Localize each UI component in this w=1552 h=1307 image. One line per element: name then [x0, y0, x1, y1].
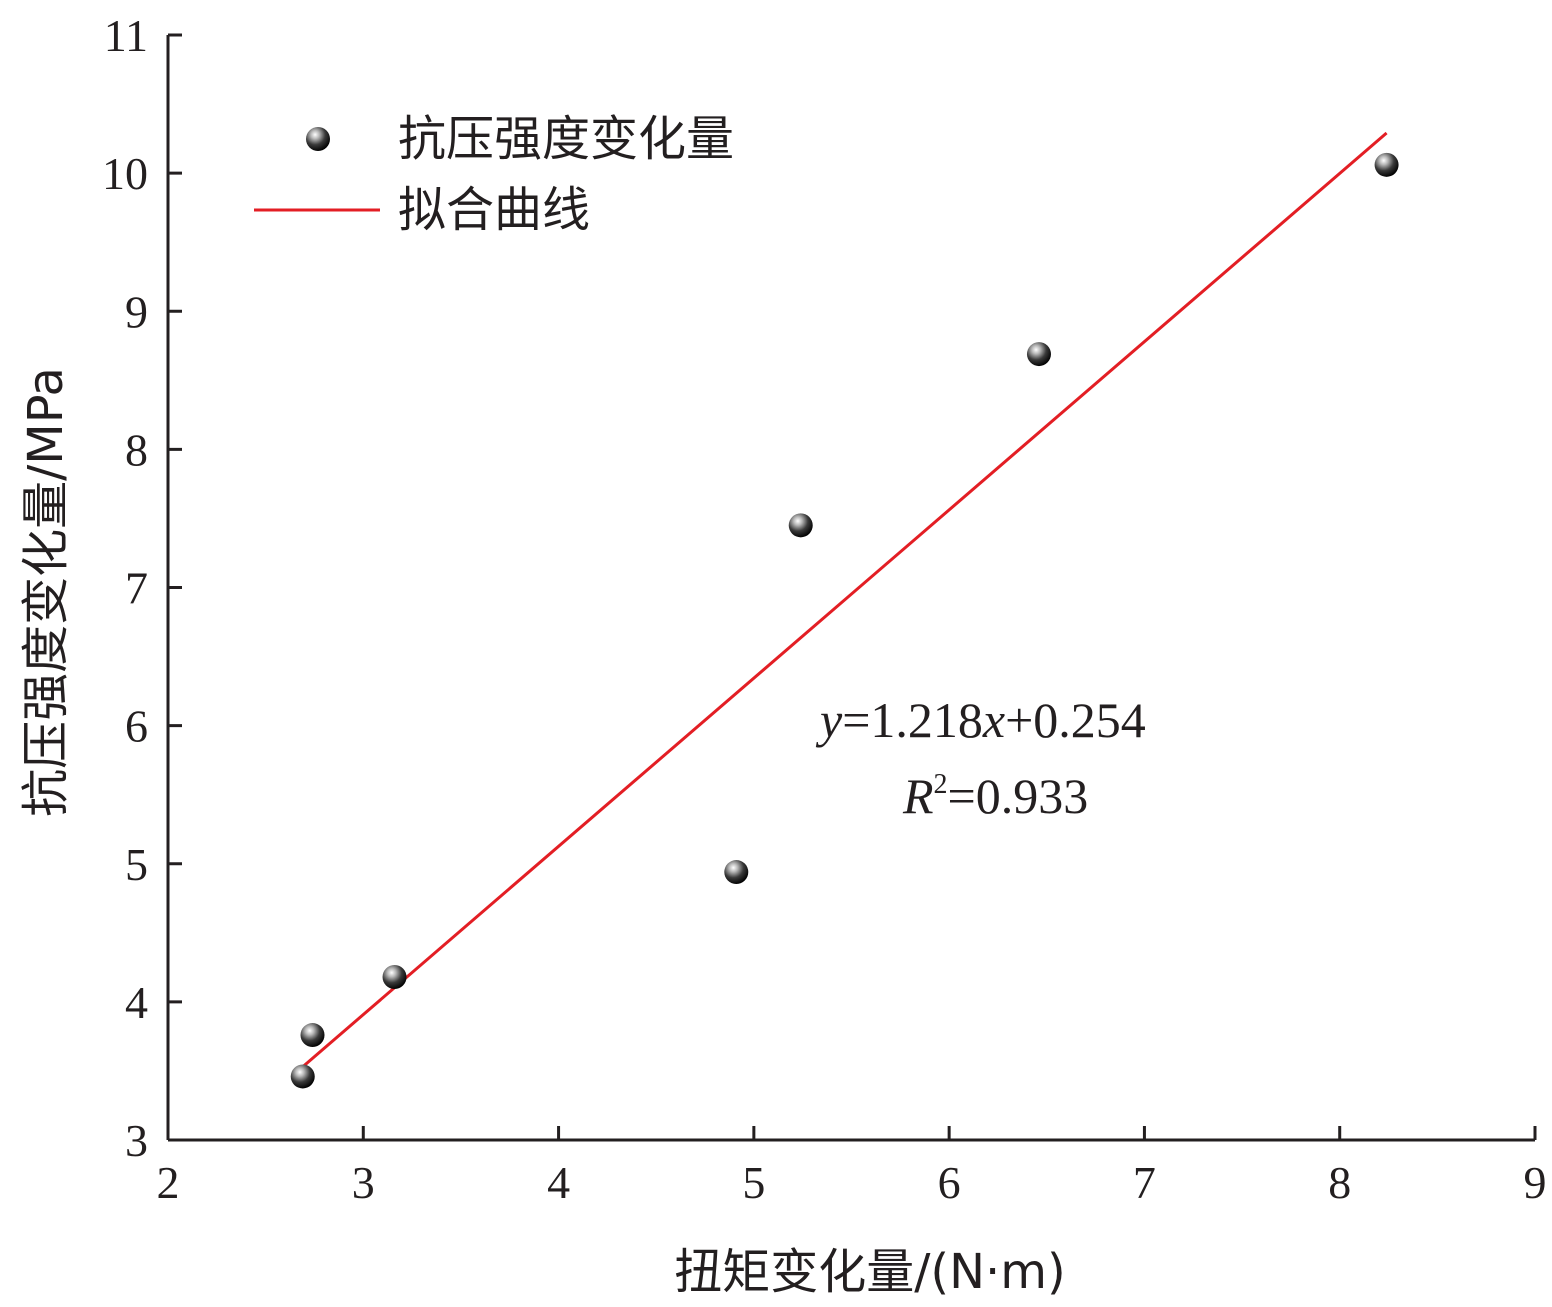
x-tick-label: 3 [352, 1157, 375, 1208]
legend: 抗压强度变化量 拟合曲线 [254, 111, 734, 238]
r-squared: R2=0.933 [902, 768, 1088, 824]
y-tick-label: 8 [125, 424, 148, 475]
x-tick-label: 5 [742, 1157, 765, 1208]
x-tick-label: 9 [1524, 1157, 1547, 1208]
x-ticks: 2 3 4 5 6 7 8 9 [157, 1126, 1547, 1208]
legend-label-fit: 拟合曲线 [398, 182, 590, 238]
data-point [1374, 152, 1399, 177]
y-tick-label: 4 [125, 977, 148, 1028]
data-point [290, 1064, 315, 1089]
r-value: =0.933 [948, 768, 1089, 824]
data-point [1026, 342, 1051, 367]
y-tick-label: 6 [125, 701, 148, 752]
x-tick-label: 8 [1328, 1157, 1351, 1208]
fit-line [301, 131, 1388, 1068]
x-tick-label: 4 [547, 1157, 570, 1208]
x-tick-label: 7 [1133, 1157, 1156, 1208]
y-ticks: 3 4 5 6 7 8 9 10 11 [102, 10, 182, 1166]
y-tick-label: 9 [125, 286, 148, 337]
y-axis-title: 抗压强度变化量/MPa [18, 367, 74, 817]
eq-tail: +0.254 [1005, 692, 1146, 748]
x-axis-title: 扭矩变化量/(N·m) [674, 1244, 1066, 1300]
y-tick-label: 10 [102, 148, 148, 199]
fit-line-layer [301, 131, 1388, 1068]
data-point [382, 965, 407, 990]
axes [166, 35, 1535, 1142]
y-tick-label: 5 [125, 839, 148, 890]
eq-mid: =1.218 [842, 692, 983, 748]
legend-label-scatter: 抗压强度变化量 [398, 111, 734, 167]
legend-marker-scatter [306, 127, 330, 151]
y-tick-label: 11 [104, 10, 148, 61]
y-tick-label: 7 [125, 563, 148, 614]
points-layer [290, 152, 1399, 1089]
y-tick-label: 3 [125, 1115, 148, 1166]
r-superscript: 2 [934, 769, 948, 800]
regression-equation: y=1.218x+0.254 [815, 692, 1146, 748]
eq-x: x [982, 692, 1005, 748]
r-symbol: R [902, 768, 934, 824]
x-tick-label: 6 [938, 1157, 961, 1208]
data-point [724, 860, 749, 885]
eq-y: y [815, 692, 843, 748]
data-point [788, 513, 813, 538]
data-point [300, 1023, 325, 1048]
x-tick-label: 2 [157, 1157, 180, 1208]
